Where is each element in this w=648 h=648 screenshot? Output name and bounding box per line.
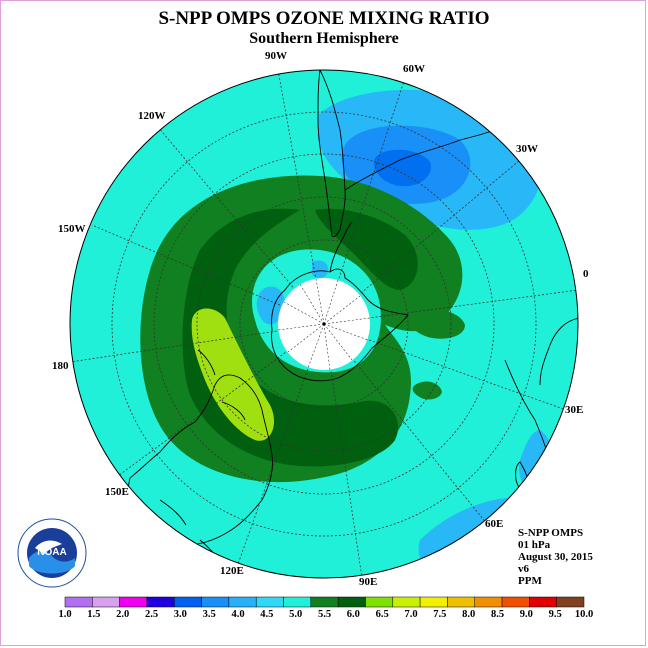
map-boundary [69, 69, 579, 579]
colorbar-tick-label: 6.0 [346, 609, 360, 620]
lon-label-30e: 30E [565, 404, 584, 416]
colorbar-tick-label: 9.5 [548, 609, 562, 620]
colorbar-tick-label: 7.5 [433, 609, 447, 620]
antarctica-coast [271, 268, 409, 382]
info-instrument: S-NPP OMPS [518, 527, 584, 539]
noaa-logo: NOAA [17, 518, 87, 588]
colorbar-swatch [64, 596, 93, 608]
colorbar-swatch [174, 596, 202, 608]
graticule [70, 70, 578, 578]
lon-label-60w: 60W [403, 63, 425, 75]
colorbar-swatch [337, 596, 366, 608]
colorbar-tick-label: 5.5 [317, 609, 332, 620]
page-subtitle: Southern Hemisphere [249, 30, 399, 47]
colorbar-swatch [556, 596, 585, 608]
info-version: v6 [518, 563, 529, 575]
colorbar-swatch [529, 596, 557, 608]
colorbar-swatch [392, 596, 421, 608]
colorbar-tick-label: 2.5 [144, 609, 159, 620]
colorbar-swatch [474, 596, 503, 608]
info-units: PPM [518, 575, 542, 587]
colorbar-swatch [501, 596, 530, 608]
colorbar-tick-label: 3.5 [202, 609, 216, 620]
lon-label-150w: 150W [58, 223, 86, 235]
colorbar-tick-label: 8.5 [490, 609, 505, 620]
lon-label-120e: 120E [220, 565, 244, 577]
lon-label-0: 0 [583, 268, 589, 280]
lon-label-60e: 60E [485, 518, 504, 530]
colorbar-swatch [419, 596, 448, 608]
colorbar-tick-label: 9.0 [519, 609, 533, 620]
colorbar-swatch [255, 596, 284, 608]
colorbar-tick-label: 3.0 [173, 609, 187, 620]
lon-label-90e: 90E [359, 576, 378, 588]
colorbar-swatch [310, 596, 339, 608]
colorbar-tick-label: 1.5 [87, 609, 101, 620]
new-zealand [197, 349, 246, 421]
lon-label-150e: 150E [105, 486, 129, 498]
info-date: August 30, 2015 [518, 551, 593, 563]
colorbar-tick-label: 4.5 [260, 609, 274, 620]
colorbar-swatch [228, 596, 257, 608]
colorbar-swatch [365, 596, 394, 608]
colorbar-tick-label: 4.0 [231, 609, 245, 620]
colorbar-tick-label: 6.5 [375, 609, 389, 620]
africa-coast [504, 317, 578, 456]
antarctic-peninsula [329, 221, 353, 273]
lon-label-180: 180 [52, 360, 69, 372]
colorbar-swatch [146, 596, 175, 608]
colorbar-tick-label: 10.0 [574, 609, 594, 620]
low-ozone-inner-w [256, 286, 285, 325]
lon-label-120w: 120W [138, 110, 166, 122]
high-ozone-core-north [315, 208, 418, 290]
lon-label-30w: 30W [516, 143, 538, 155]
colorbar-swatch [447, 596, 475, 608]
south-pole-marker [322, 322, 326, 326]
colorbar-swatch [201, 596, 230, 608]
colorbar-swatch [92, 596, 120, 608]
colorbar-swatch [283, 596, 312, 608]
lon-label-90w: 90W [265, 50, 287, 62]
lowest-ozone-region [374, 149, 431, 187]
colorbar-tick-label: 5.0 [289, 609, 303, 620]
page-title: S-NPP OMPS OZONE MIXING RATIO [158, 8, 490, 29]
colorbar-tick-label: 7.0 [404, 609, 418, 620]
colorbar-tick-label: 8.0 [462, 609, 476, 620]
peak-ozone-region [191, 308, 275, 441]
info-level: 01 hPa [518, 539, 551, 551]
colorbar-tick-label: 1.0 [58, 609, 72, 620]
colorbar-swatch [119, 596, 148, 608]
colorbar-tick-label: 2.0 [116, 609, 130, 620]
info-block: S-NPP OMPS 01 hPa August 30, 2015 v6 PPM [518, 527, 593, 587]
noaa-logo-text: NOAA [37, 547, 66, 558]
low-ozone-inner-n [312, 260, 329, 279]
